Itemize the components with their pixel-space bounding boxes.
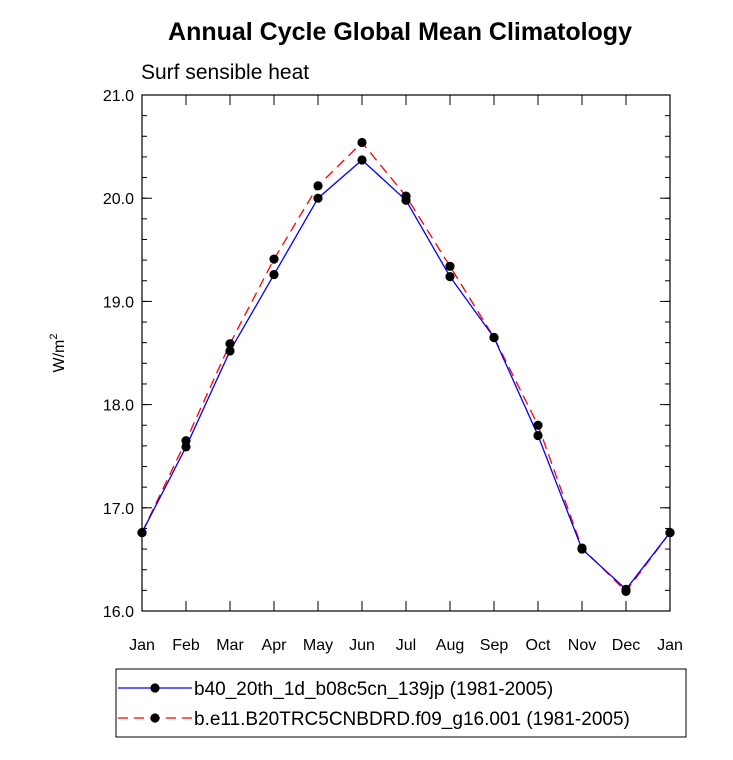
y-tick-label: 18.0 <box>103 398 134 415</box>
series-markers <box>137 137 675 596</box>
x-tick-label: Mar <box>216 637 244 654</box>
x-tick-label: Aug <box>436 637 464 654</box>
data-point-s1 <box>269 269 279 280</box>
x-tick-label: Oct <box>526 637 551 654</box>
data-point-s2 <box>225 339 235 349</box>
data-point-s2 <box>401 191 411 201</box>
y-tick-label: 19.0 <box>103 294 134 311</box>
y-axis-label: W/m2 <box>48 334 68 373</box>
y-tick-label: 16.0 <box>103 604 134 621</box>
series-lines <box>141 141 671 593</box>
data-point-s2 <box>181 436 191 446</box>
svg-text:W/m2: W/m2 <box>48 334 68 373</box>
legend-marker-1 <box>150 683 160 693</box>
data-point-s1 <box>445 272 455 282</box>
legend-box <box>115 668 687 738</box>
y-tick-label: 17.0 <box>103 501 134 518</box>
data-point-s2 <box>577 543 587 553</box>
x-tick-label: Jun <box>349 637 375 654</box>
plot-frame <box>141 94 671 612</box>
data-point-s2 <box>489 332 499 343</box>
series-line-2 <box>141 141 671 593</box>
data-point-s2 <box>357 137 367 148</box>
x-tick-label: Dec <box>612 637 640 654</box>
chart-subtitle: Surf sensible heat <box>141 61 309 84</box>
data-point-s2 <box>533 420 543 430</box>
y-tick-label: 20.0 <box>103 191 134 208</box>
legend-label-2: b.e11.B20TRC5CNBDRD.f09_g16.001 (1981-20… <box>194 709 630 730</box>
x-tick-label: Jan <box>129 637 155 654</box>
data-point-s1 <box>533 430 543 441</box>
x-tick-label: May <box>303 637 333 654</box>
x-tick-label: Apr <box>262 637 288 654</box>
legend-marker-2 <box>150 713 160 723</box>
x-tick-label: Jan <box>657 637 683 654</box>
y-tick-labels: 16.0 17.0 18.0 19.0 20.0 21.0 <box>103 88 134 621</box>
legend: b40_20th_1d_b08c5cn_139jp (1981-2005) b.e… <box>118 679 630 730</box>
series-line-1 <box>141 159 671 591</box>
legend-label-1: b40_20th_1d_b08c5cn_139jp (1981-2005) <box>194 679 553 700</box>
data-point-s2 <box>621 586 631 596</box>
x-tick-label: Sep <box>480 637 509 654</box>
x-tick-labels: Jan Feb Mar Apr May Jun Jul Aug Sep Oct Nov Dec Jan <box>129 637 683 654</box>
x-tick-label: Nov <box>568 637 596 654</box>
axis-ticks <box>141 94 671 612</box>
data-point-s1 <box>313 193 323 203</box>
chart-title: Annual Cycle Global Mean Climatology <box>168 18 632 46</box>
data-point-s2 <box>445 261 455 271</box>
data-point-s2 <box>269 254 279 264</box>
data-point-s1 <box>225 346 235 356</box>
data-point-s2 <box>665 527 675 538</box>
x-tick-label: Jul <box>396 637 416 654</box>
data-point-s2 <box>313 181 323 191</box>
y-axis-label-superscript: 2 <box>48 334 60 340</box>
x-tick-label: Feb <box>172 637 200 654</box>
data-point-s2 <box>137 527 147 538</box>
y-axis-label-text: W/m <box>51 340 68 373</box>
y-tick-label: 21.0 <box>103 88 134 105</box>
data-point-s1 <box>357 155 367 165</box>
